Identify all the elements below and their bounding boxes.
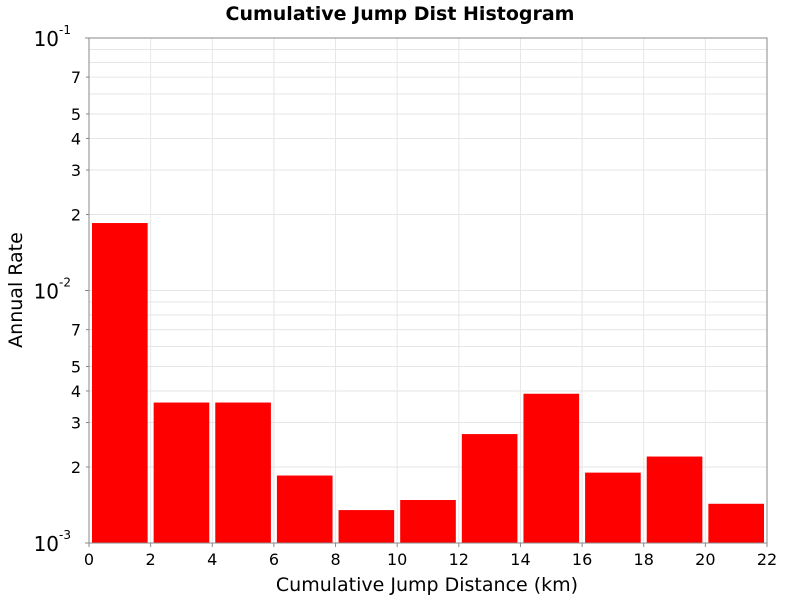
y-tick-exponent: -1 [59, 23, 71, 37]
y-major-tick-label: 10-1 [34, 23, 71, 51]
x-tick-label: 18 [634, 550, 654, 569]
histogram-bar [338, 510, 395, 543]
y-minor-tick-label: 5 [71, 105, 81, 124]
histogram-bar [276, 475, 333, 543]
y-major-tick-label: 10-2 [34, 276, 71, 304]
y-minor-tick-label: 7 [71, 68, 81, 87]
x-axis: 0 2 4 6 8 10 12 14 16 18 20 22 [84, 543, 777, 569]
x-tick-label: 6 [269, 550, 279, 569]
y-minor-tick-label: 4 [71, 382, 81, 401]
x-tick-label: 4 [207, 550, 217, 569]
y-axis-label: Annual Rate [5, 232, 27, 348]
histogram-bar [646, 456, 703, 543]
y-tick-exponent: -3 [59, 528, 71, 542]
y-tick-base: 10 [34, 27, 59, 51]
histogram-bar [523, 393, 580, 543]
histogram-bar [585, 472, 641, 543]
histogram-bar [92, 223, 148, 544]
y-tick-base: 10 [34, 532, 59, 556]
x-tick-label: 14 [510, 550, 530, 569]
y-minor-tick-label: 2 [71, 458, 81, 477]
y-minor-tick-label: 5 [71, 358, 81, 377]
x-tick-label: 12 [449, 550, 469, 569]
histogram-bar [153, 402, 210, 543]
x-tick-label: 2 [146, 550, 156, 569]
x-tick-label: 22 [757, 550, 777, 569]
x-axis-label: Cumulative Jump Distance (km) [276, 574, 578, 596]
x-tick-label: 20 [695, 550, 715, 569]
histogram-bar [708, 503, 764, 543]
histogram-bar [215, 402, 271, 543]
y-minor-tick-label: 3 [71, 161, 81, 180]
y-minor-tick-label: 2 [71, 205, 81, 224]
chart-title: Cumulative Jump Dist Histogram [226, 3, 575, 25]
histogram-bar [461, 434, 518, 543]
x-tick-label: 8 [330, 550, 340, 569]
y-tick-exponent: -2 [59, 276, 71, 290]
y-tick-base: 10 [34, 280, 59, 304]
y-major-tick-label: 10-3 [34, 528, 71, 556]
histogram-bar [400, 500, 456, 543]
bars-layer [92, 223, 764, 544]
x-tick-label: 0 [84, 550, 94, 569]
y-minor-tick-label: 3 [71, 414, 81, 433]
y-minor-tick-label: 4 [71, 129, 81, 148]
y-minor-tick-label: 7 [71, 321, 81, 340]
x-tick-label: 10 [387, 550, 407, 569]
x-tick-label: 16 [572, 550, 592, 569]
